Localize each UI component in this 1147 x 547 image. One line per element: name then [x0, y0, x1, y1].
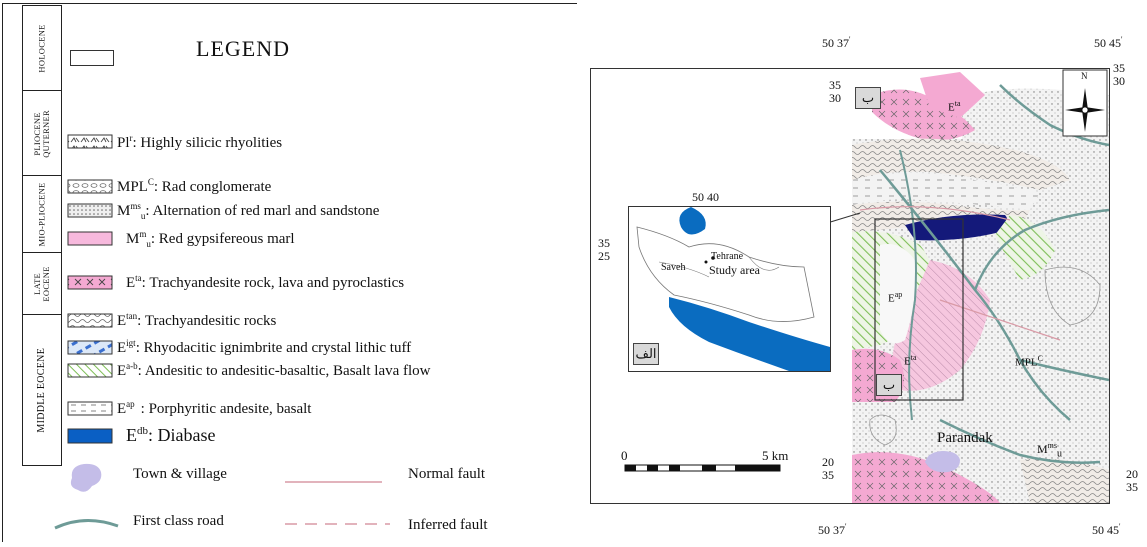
town-symbol	[70, 463, 102, 492]
map-label-mms: Mmsu	[1037, 441, 1063, 460]
map-label-eta-mid: Eta	[904, 353, 917, 368]
coord-bottom-right: 50 45'	[1092, 522, 1121, 537]
unit-label-edb: Edb: Diabase	[126, 425, 216, 445]
unit-label-eab: Ea-b: Andesitic to andesitic-basaltic, B…	[117, 361, 431, 379]
swatch-eap	[67, 401, 113, 416]
map-label-eta-top: Eta	[948, 99, 961, 114]
scale-bar	[624, 464, 781, 472]
symbol-label-road: First class road	[133, 513, 224, 529]
coord-top-left: 50 37'	[822, 35, 851, 50]
unit-label-eta: Eta: Trachyandesite rock, lava and pyroc…	[126, 273, 405, 291]
unit-label-mplc: MPLC: Rad conglomerate	[117, 177, 272, 195]
symbol-label-town: Town & village	[133, 466, 227, 482]
epoch-middle-eocene: MIDDLE EOCENE	[22, 314, 62, 466]
swatch-eab	[67, 363, 113, 378]
north-label: N	[1081, 71, 1088, 81]
unit-label-etan: Etan: Trachyandesitic rocks	[117, 311, 277, 329]
symbol-label-normal-fault: Normal fault	[408, 466, 486, 482]
swatch-mm	[67, 231, 113, 246]
inset-label-saveh: Saveh	[661, 262, 686, 273]
unit-label-pl: Plr: Highly silicic rhyolities	[117, 133, 283, 151]
road-line	[54, 518, 119, 530]
unit-label-eap: Eap: Porphyritic andesite, basalt	[117, 399, 312, 417]
inset-label-tehran: Tehrane	[711, 251, 744, 262]
coord-lat-left-top: 35 30	[829, 78, 841, 105]
map-badge-top: ب	[855, 87, 881, 109]
coord-inset-lon: 50 40	[692, 190, 719, 204]
swatch-mplc	[67, 179, 113, 194]
symbol-label-inferred-fault: Inferred fault	[408, 517, 488, 533]
inset-map: Saveh Tehrane Study area الف	[628, 206, 831, 372]
inset-badge: الف	[633, 343, 659, 365]
unit-label-eigt: Eigt: Rhyodacitic ignimbrite and crystal…	[117, 338, 412, 356]
swatch-eigt	[67, 340, 113, 355]
swatch-pl-r	[67, 134, 113, 149]
map-label-mplc: MPLC	[1015, 354, 1043, 369]
swatch-etan	[67, 313, 113, 328]
scale-label-end: 5 km	[762, 448, 789, 463]
north-arrow-icon	[1065, 88, 1105, 132]
swatch-eta	[67, 275, 113, 290]
legend-swatches	[54, 134, 390, 530]
study-area-rectangle	[874, 218, 964, 401]
map-badge-bottom: ب	[876, 374, 902, 396]
coord-lat-right-top: 35 30	[1113, 61, 1125, 88]
unit-label-mms: Mmsu: Alternation of red marl and sandst…	[117, 201, 380, 221]
unit-label-mm: Mmu: Red gypsifereous marl	[126, 229, 295, 249]
coord-lat-left-bottom: 20 35	[822, 455, 834, 482]
legend-frame	[2, 3, 577, 542]
inset-label-study-area: Study area	[709, 263, 760, 277]
holocene-swatch	[70, 50, 114, 66]
coord-bottom-left: 50 37'	[818, 522, 847, 537]
epoch-mio-pliocene: MIO-PLIOCENE	[22, 175, 62, 254]
coord-top-right: 50 45'	[1094, 35, 1123, 50]
coord-lat-right-bottom: 20 35	[1126, 467, 1138, 494]
map-label-parandak: Parandak	[937, 430, 993, 446]
legend-title: LEGEND	[196, 36, 290, 61]
epoch-pliocene-quterner: PLIOCENE QUTERNER	[22, 90, 62, 177]
swatch-mms	[67, 203, 113, 218]
map-frame	[590, 68, 1110, 504]
coord-inset-lat: 35 25	[598, 236, 610, 263]
scale-label-zero: 0	[621, 448, 628, 463]
map-label-eap: Eap	[888, 290, 903, 305]
swatch-edb	[67, 428, 113, 444]
